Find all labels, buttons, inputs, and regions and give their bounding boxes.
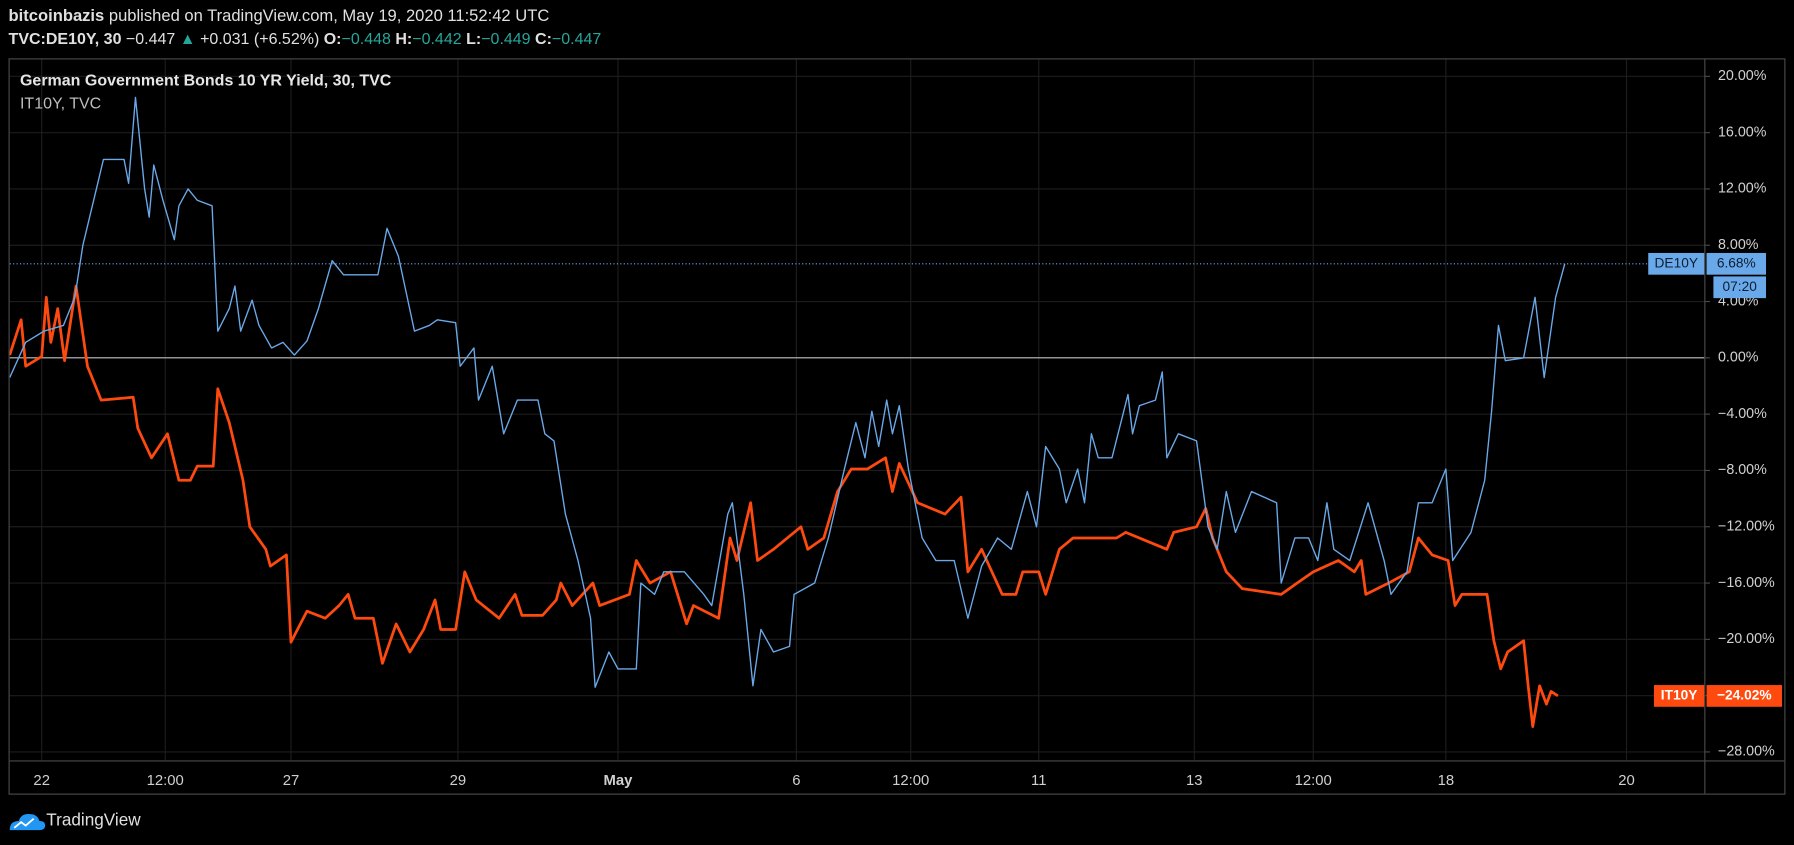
x-tick-label: May: [604, 773, 634, 789]
symbol: TVC:DE10Y, 30: [9, 31, 122, 48]
y-tick-label: 0.00%: [1718, 350, 1759, 366]
o-label: O:: [324, 31, 342, 48]
y-tick-label: 20.00%: [1718, 68, 1767, 84]
x-tick-label: 22: [33, 773, 50, 789]
x-tick-label: 6: [792, 773, 800, 789]
legend-title: German Government Bonds 10 YR Yield, 30,…: [20, 72, 392, 89]
y-tick-label: −12.00%: [1718, 519, 1775, 535]
countdown-tag: [1713, 276, 1767, 299]
x-tick-label: 18: [1438, 773, 1455, 789]
logo-line: [13, 818, 35, 829]
series-line: [8, 284, 1559, 729]
x-tick-label: 12:00: [147, 773, 184, 789]
x-tick-label: 27: [283, 773, 300, 789]
x-tick-label: 12:00: [892, 773, 929, 789]
frame: [8, 58, 1786, 795]
brand: TradingView: [46, 810, 141, 830]
price-tag-label: 6.68%: [1717, 255, 1756, 270]
l-label: L:: [466, 31, 481, 48]
change: +0.031 (+6.52%): [200, 31, 319, 48]
ohlc-line: TVC:DE10Y, 30 −0.447 ▲ +0.031 (+6.52%) O…: [9, 31, 602, 48]
logo: [9, 813, 46, 831]
x-tick-label: 12:00: [1295, 773, 1332, 789]
name-tag: [1653, 685, 1705, 707]
price-tag: [1706, 685, 1783, 707]
plot-area: [8, 59, 1705, 761]
arrow: ▲: [180, 31, 196, 48]
x-tick-label: 20: [1618, 773, 1635, 789]
c: −0.447: [552, 31, 601, 48]
logo-cloud: [9, 813, 46, 831]
c-label: C:: [535, 31, 552, 48]
o: −0.448: [342, 31, 391, 48]
name-tag-label: DE10Y: [1655, 255, 1698, 270]
price-tag: [1706, 252, 1767, 275]
legend-subtitle: IT10Y, TVC: [20, 95, 101, 112]
h: −0.442: [412, 31, 461, 48]
y-tick-label: 12.00%: [1718, 181, 1767, 197]
countdown-label: 07:20: [1723, 279, 1758, 294]
y-tick-label: 8.00%: [1718, 237, 1759, 253]
series-line: [9, 96, 1566, 688]
x-tick-label: 29: [450, 773, 467, 789]
y-tick-label: 16.00%: [1718, 124, 1767, 140]
price-tag-label: −24.02%: [1717, 688, 1772, 703]
published-line: bitcoinbazis published on TradingView.co…: [9, 7, 550, 26]
name-tag: [1648, 252, 1705, 275]
last: −0.447: [126, 31, 175, 48]
x-tick-label: 11: [1031, 773, 1046, 789]
y-tick-label: −20.00%: [1718, 631, 1775, 647]
h-label: H:: [395, 31, 412, 48]
y-tick-label: −28.00%: [1718, 744, 1775, 760]
y-tick-label: −4.00%: [1718, 406, 1767, 422]
published: published on TradingView.com, May 19, 20…: [109, 7, 549, 26]
y-tick-label: −8.00%: [1718, 462, 1767, 478]
author: bitcoinbazis: [9, 7, 105, 26]
x-tick-label: 13: [1186, 773, 1203, 789]
l: −0.449: [481, 31, 530, 48]
y-tick-label: −16.00%: [1718, 575, 1775, 591]
name-tag-label: IT10Y: [1661, 688, 1698, 703]
